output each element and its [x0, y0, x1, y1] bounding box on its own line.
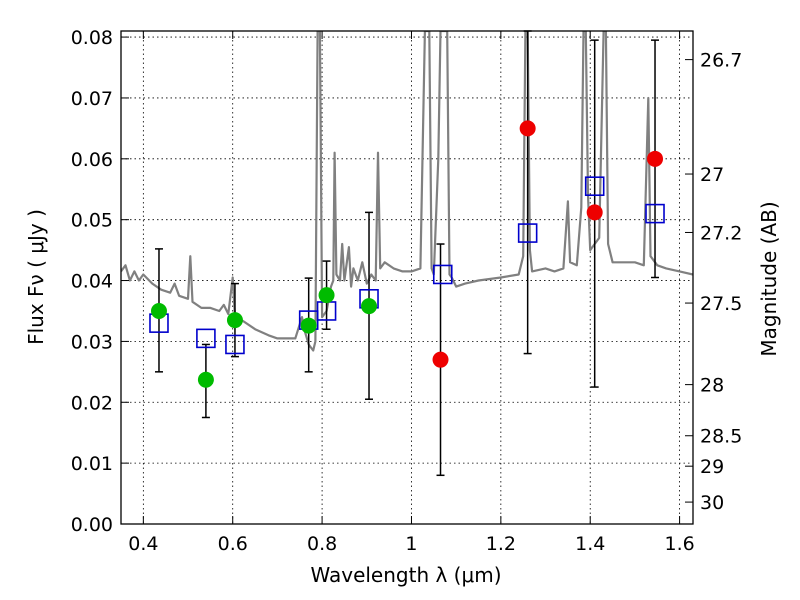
detection-point — [197, 371, 214, 388]
upper-limit-point — [432, 351, 449, 368]
x-tick-label: 1.6 — [664, 533, 694, 555]
marker-layer — [149, 120, 665, 388]
detection-point — [318, 287, 335, 304]
y2-tick-label: 27.2 — [700, 222, 742, 244]
model-photometry-square — [225, 334, 245, 355]
model-photometry-square — [196, 328, 216, 349]
y-tick-label: 0.06 — [71, 149, 113, 171]
x-axis-label: Wavelength λ (μm) — [310, 563, 501, 587]
y2-tick-label: 26.7 — [700, 50, 742, 72]
x-tick-label: 0.8 — [307, 533, 337, 555]
plot-frame — [120, 30, 694, 525]
detection-point — [361, 298, 378, 315]
model-photometry-square — [584, 176, 605, 197]
axis-ticks — [121, 31, 693, 525]
y2-tick-label: 28 — [700, 375, 724, 397]
x-tick-label: 0.6 — [218, 533, 248, 555]
detection-point — [300, 317, 317, 334]
y-tick-label: 0.02 — [71, 392, 113, 414]
y-tick-label: 0.03 — [71, 331, 113, 353]
y2-tick-label: 27 — [700, 164, 724, 186]
model-photometry-square — [432, 264, 453, 285]
detection-point — [226, 312, 243, 329]
x-tick-label: 1.4 — [575, 533, 605, 555]
y-tick-label: 0.01 — [71, 453, 113, 475]
grid-lines — [121, 31, 693, 525]
y-axis-label: Flux Fν ( μJy ) — [24, 209, 48, 345]
detection-point — [150, 302, 167, 319]
upper-limit-point — [647, 150, 664, 167]
y-tick-label: 0.04 — [71, 271, 113, 293]
y2-tick-label: 27.5 — [700, 293, 742, 315]
y-tick-label: 0.08 — [71, 27, 113, 49]
x-tick-label: 1 — [405, 533, 417, 555]
y2-tick-label: 29 — [700, 456, 724, 478]
x-tick-label: 0.4 — [128, 533, 158, 555]
tick-labels: 0.4 0.6 0.8 1 1.2 1.4 1.6 0.00 0.01 0.02 0.03 0.04 0… — [71, 27, 743, 555]
y-tick-label: 0.07 — [71, 88, 113, 110]
model-photometry-square — [645, 203, 665, 224]
y2-tick-label: 28.5 — [700, 426, 742, 448]
upper-limit-point — [586, 204, 603, 221]
y2-axis-label: Magnitude (AB) — [757, 201, 781, 356]
y-tick-label: 0.05 — [71, 210, 113, 232]
model-photometry-square — [517, 223, 538, 243]
spectrum-layer — [121, 31, 693, 352]
x-tick-label: 1.2 — [486, 533, 516, 555]
model-spectrum-line — [121, 31, 693, 352]
y-tick-label: 0.00 — [71, 514, 113, 536]
upper-limit-point — [519, 120, 536, 137]
y2-tick-label: 30 — [700, 492, 724, 514]
